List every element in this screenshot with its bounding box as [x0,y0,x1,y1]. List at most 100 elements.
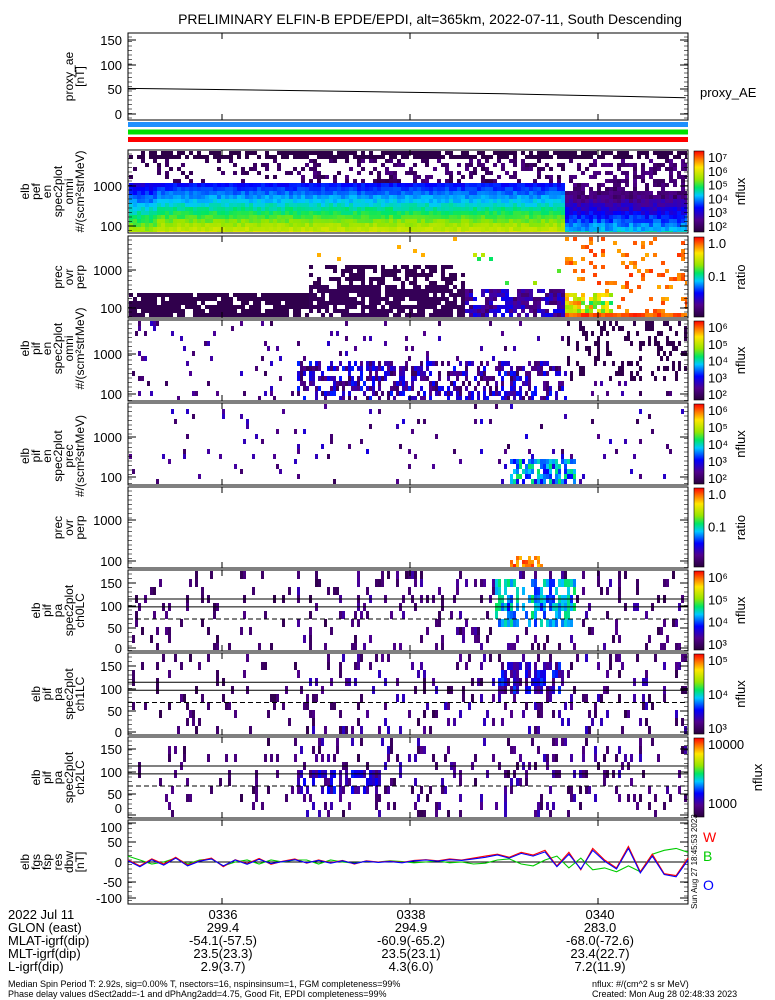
fgs-legend-W: W [703,829,717,845]
y-axis-label: [nT] [73,66,87,87]
colorbar-label: 0.1 [708,519,726,534]
y-tick-label: 0 [115,855,122,870]
y-axis-label: pef [29,182,43,199]
y-axis-label: perp [73,515,87,539]
y-axis-label: prec [62,444,76,467]
colorbar-label: 10³ [708,637,727,652]
y-axis-label: ch2LC [73,760,87,795]
colorbar [693,236,705,318]
y-axis-label: elb [18,448,32,464]
plot-title: PRELIMINARY ELFIN-B EPDE/EPDI, alt=365km… [178,11,682,27]
ephemeris-value: 283.0 [584,920,617,935]
colorbar-label: 10³ [708,454,727,469]
ephemeris-value: 0336 [209,907,238,922]
ephemeris-label: L-igrf(dip) [8,959,64,974]
y-tick-label: 100 [100,219,122,234]
y-tick-label: 0 [115,725,122,740]
colorbar-label: 10³ [708,370,727,385]
y-axis-label: perp [73,265,87,289]
y-axis-label: ch0LC [73,593,87,628]
y-axis-label: proxy_ae [62,51,76,101]
timestamp: Sun Aug 27 18:45:53 2023 [690,814,699,909]
ephemeris-value: 4.3(6.0) [389,959,434,974]
y-tick-label: 100 [100,58,122,73]
ephemeris-label: 2022 Jul 11 [8,907,74,922]
y-tick-label: 50 [108,82,122,97]
y-axis-label: spec2plot [51,430,65,482]
y-tick-label: 100 [100,682,122,697]
y-axis-label: elb [18,183,32,199]
colorbar-label: 10⁴ [708,615,728,630]
panel-frame-proxy-ae [127,32,689,121]
colorbar-label: 10⁵ [708,337,728,352]
y-axis-label: res [51,854,65,871]
panel-frame-elb-pif-pa-ch2LC [127,736,689,819]
ephemeris-value: -54.1(-57.5) [189,933,257,948]
ephemeris-value: 0340 [586,907,615,922]
colorbar [693,150,705,233]
y-tick-label: 1000 [93,513,122,528]
y-tick-label: 50 [108,704,122,719]
y-tick-label: -100 [96,891,122,906]
colorbar-label: 10⁶ [708,164,728,179]
y-axis-label: #/(scm²strMeV) [73,415,87,497]
fgs-series-O [127,847,689,878]
proxy-ae-line [127,87,686,99]
panel-frame-elb-pif-pa-ch1LC [127,652,689,736]
colorbar-label: 10² [708,219,727,234]
colorbar-label: 10⁵ [708,653,728,668]
status-bar [128,137,688,142]
colorbar [693,737,705,818]
y-tick-label: -50 [103,875,122,890]
ephemeris-value: 299.4 [207,920,240,935]
colorbar-label: 10000 [708,737,744,752]
colorbar-label: 10⁵ [708,420,728,435]
colorbar-title: nflux [733,596,748,624]
y-axis-label: elb [29,686,43,702]
colorbar [693,487,705,568]
colorbar-label: 1.0 [708,236,726,251]
y-axis-label: en [40,185,54,198]
y-axis-label: dbw [62,851,76,873]
y-tick-label: 150 [100,742,122,757]
y-axis-label: [nT] [73,852,87,873]
colorbar-title: nflux [733,177,748,205]
y-axis-label: pif [29,342,43,355]
y-tick-label: 1000 [93,430,122,445]
ephemeris-value: -68.0(-72.6) [566,933,634,948]
colorbar-label: 10³ [708,205,727,220]
ephemeris-value: 0338 [397,907,426,922]
y-axis-label: spec2plot [51,322,65,374]
footer-note-right: nflux: #/(cm^2 s sr MeV) [592,979,689,989]
y-axis-label: en [40,342,54,355]
y-axis-label: spec2plot [62,668,76,720]
y-tick-label: 0 [115,107,122,122]
y-axis-label: ovr [62,269,76,286]
colorbar-label: 10⁵ [708,178,728,193]
colorbar-title: nflux [733,680,748,708]
status-bar [128,129,688,135]
colorbar-label: 1.0 [708,487,726,502]
y-tick-label: 100 [100,387,122,402]
y-axis-label: pif [40,604,54,617]
y-axis-label: pa [51,687,65,701]
footer-note-right: Created: Mon Aug 28 02:48:33 2023 [592,989,737,999]
y-axis-label: pa [51,771,65,785]
y-tick-label: 0 [115,641,122,656]
ephemeris-value: 23.5(23.3) [193,946,252,961]
panel-frame-elb-pif-en-prec [127,402,689,486]
status-bar [128,122,688,127]
y-tick-label: 100 [100,554,122,569]
colorbar [693,570,705,651]
y-axis-label: en [40,449,54,462]
y-axis-label: #/(scm²strMeV) [73,308,87,390]
y-tick-label: 100 [100,470,122,485]
colorbar-label: 10⁴ [708,437,728,452]
ephemeris-value: -60.9(-65.2) [377,933,445,948]
y-axis-label: spec2plot [62,584,76,636]
y-tick-label: 0 [115,801,122,816]
proxy-ae-legend: proxy_AE [700,85,757,100]
colorbar-label: 10⁴ [708,191,728,206]
colorbar-title: nflux [733,346,748,374]
